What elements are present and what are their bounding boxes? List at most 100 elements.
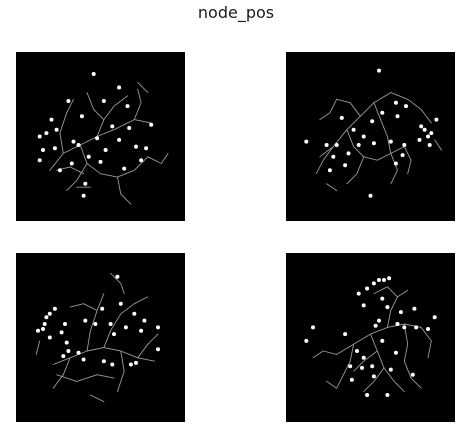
vessel-segment xyxy=(373,102,392,154)
node-point xyxy=(66,99,71,103)
vessel-segment xyxy=(69,303,98,311)
node-point xyxy=(355,349,359,353)
node-point xyxy=(368,193,373,198)
node-point xyxy=(398,310,403,315)
node-point xyxy=(103,148,108,152)
vessel-segment xyxy=(353,350,378,372)
node-point xyxy=(377,278,381,282)
vessel-segment xyxy=(86,92,105,121)
node-point xyxy=(371,374,376,379)
node-pos-panel-3 xyxy=(16,253,185,422)
node-point xyxy=(54,127,59,132)
node-point xyxy=(128,362,133,367)
panel-1-plot xyxy=(37,72,169,205)
node-point xyxy=(393,161,398,166)
node-point xyxy=(66,349,71,353)
node-point xyxy=(356,143,361,147)
node-point xyxy=(110,124,115,129)
node-point xyxy=(47,311,52,316)
node-point xyxy=(402,143,407,147)
vessel-segment xyxy=(403,323,412,379)
node-point xyxy=(349,377,354,382)
node-point xyxy=(351,127,356,132)
vessel-segment xyxy=(319,98,338,121)
node-point xyxy=(44,315,49,320)
node-point xyxy=(83,318,88,323)
vessel-segment xyxy=(35,340,41,355)
node-point xyxy=(134,360,138,365)
node-point xyxy=(101,99,106,103)
vessel-segment xyxy=(420,326,432,359)
node-point xyxy=(426,327,430,331)
node-point xyxy=(149,122,154,127)
vessel-segment xyxy=(336,323,422,355)
node-point xyxy=(346,151,351,156)
node-point xyxy=(371,141,376,146)
vessel-segment xyxy=(147,152,169,164)
node-point xyxy=(118,301,123,306)
vessel-segment xyxy=(66,163,88,192)
node-point xyxy=(331,154,336,159)
vessel-segment xyxy=(373,286,398,298)
node-point xyxy=(393,350,398,355)
node-point xyxy=(324,143,329,147)
node-point xyxy=(142,318,147,323)
node-point xyxy=(414,325,419,330)
node-point xyxy=(122,166,127,171)
node-point xyxy=(339,115,344,120)
vessel-segment xyxy=(386,289,409,328)
node-point xyxy=(427,143,432,147)
vessel-segment xyxy=(363,367,385,393)
node-point xyxy=(400,153,405,158)
node-point xyxy=(139,328,144,333)
vessel-segment xyxy=(403,146,412,175)
node-point xyxy=(404,104,408,109)
node-point xyxy=(422,127,427,132)
node-point xyxy=(395,114,400,119)
node-point xyxy=(412,306,417,311)
node-point xyxy=(370,364,375,369)
node-point xyxy=(52,146,57,151)
vessel-segment xyxy=(346,129,405,161)
node-point xyxy=(426,134,430,139)
node-point xyxy=(44,131,49,136)
vessel-segment xyxy=(59,98,74,154)
vessel-segment xyxy=(326,183,338,192)
node-point xyxy=(93,322,98,326)
vessel-segment xyxy=(56,374,115,382)
node-point xyxy=(110,362,115,367)
node-point xyxy=(71,139,76,144)
vessel-segment xyxy=(407,98,432,124)
node-point xyxy=(304,139,309,144)
node-point xyxy=(373,323,378,328)
panel-3-plot xyxy=(35,272,160,403)
node-point xyxy=(432,315,437,320)
node-point xyxy=(69,161,74,166)
node-point xyxy=(41,148,45,152)
node-point xyxy=(343,163,348,168)
vessel-segment xyxy=(116,176,132,205)
node-point xyxy=(63,322,67,326)
node-point xyxy=(370,119,375,124)
node-point xyxy=(81,193,86,198)
node-point xyxy=(348,364,353,369)
node-point xyxy=(117,85,122,90)
node-point xyxy=(132,311,137,316)
node-point xyxy=(361,355,366,360)
node-point xyxy=(380,338,385,343)
node-pos-panel-1 xyxy=(16,52,185,221)
node-point xyxy=(419,124,424,129)
node-point xyxy=(361,134,366,139)
node-point xyxy=(334,143,339,147)
vessel-segment xyxy=(326,380,338,389)
node-point xyxy=(127,126,132,130)
vessel-segment xyxy=(89,394,105,403)
node-point xyxy=(76,143,81,147)
vessel-segment xyxy=(52,357,71,389)
vessel-segment xyxy=(137,333,159,359)
node-pos-panel-4 xyxy=(286,253,455,422)
node-point xyxy=(156,325,160,330)
node-point xyxy=(98,159,103,164)
node-point xyxy=(79,114,84,119)
node-point xyxy=(76,350,81,355)
